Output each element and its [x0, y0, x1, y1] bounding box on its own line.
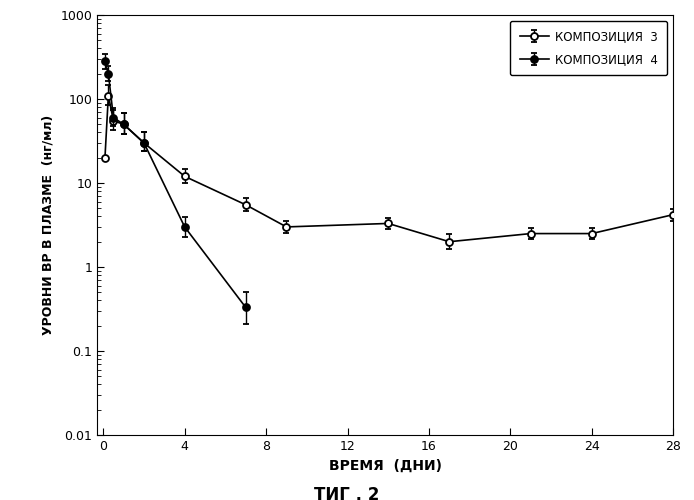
Y-axis label: УРОВНИ ВР В ПЛАЗМЕ  (нг/мл): УРОВНИ ВР В ПЛАЗМЕ (нг/мл): [42, 115, 55, 335]
Text: ΤИГ . 2: ΤИГ . 2: [314, 486, 380, 500]
X-axis label: ВРЕМЯ  (ДНИ): ВРЕМЯ (ДНИ): [329, 458, 441, 472]
Legend: КОМПОЗИЦИЯ  3, КОМПОЗИЦИЯ  4: КОМПОЗИЦИЯ 3, КОМПОЗИЦИЯ 4: [510, 21, 667, 75]
